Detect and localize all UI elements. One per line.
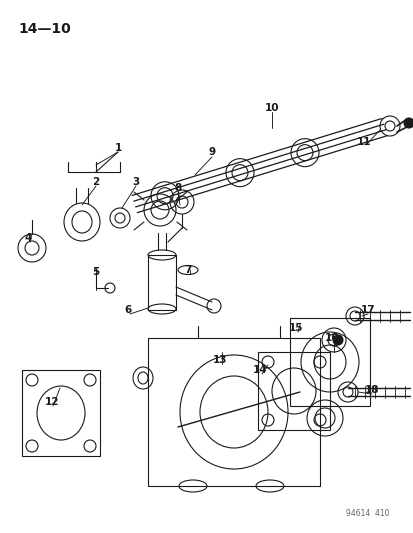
Text: 12: 12 xyxy=(45,397,59,407)
Circle shape xyxy=(332,335,342,345)
Text: 17: 17 xyxy=(360,305,375,315)
Text: 8: 8 xyxy=(174,183,181,193)
Text: 13: 13 xyxy=(212,355,227,365)
Text: 9: 9 xyxy=(208,147,215,157)
Text: 5: 5 xyxy=(92,267,100,277)
Bar xyxy=(289,318,369,406)
Text: 7: 7 xyxy=(184,265,191,275)
Text: 11: 11 xyxy=(356,137,370,147)
Text: 14—10: 14—10 xyxy=(18,22,71,36)
Text: 94614  410: 94614 410 xyxy=(346,509,389,518)
Text: 10: 10 xyxy=(264,103,279,113)
Text: 4: 4 xyxy=(24,233,32,243)
Bar xyxy=(147,255,176,310)
Text: 1: 1 xyxy=(114,143,121,153)
Text: 16: 16 xyxy=(324,333,338,343)
Text: 2: 2 xyxy=(92,177,100,187)
Bar xyxy=(147,338,319,486)
Bar xyxy=(257,352,329,430)
Text: 18: 18 xyxy=(364,385,378,395)
Text: 14: 14 xyxy=(252,365,267,375)
Circle shape xyxy=(403,118,413,128)
Text: 15: 15 xyxy=(288,323,302,333)
Text: 3: 3 xyxy=(132,177,139,187)
Text: 6: 6 xyxy=(124,305,131,315)
Bar xyxy=(22,370,100,456)
